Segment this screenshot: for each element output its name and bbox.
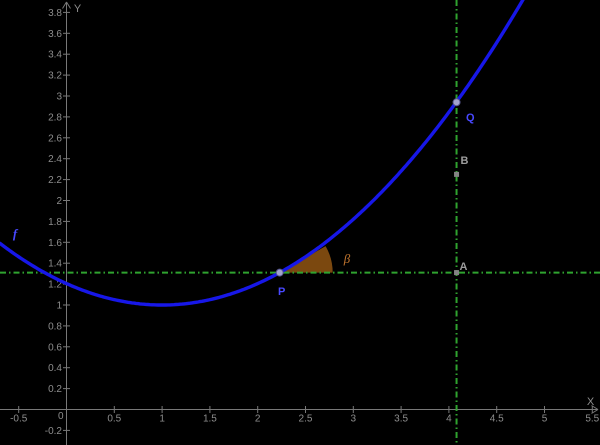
- x-tick-label: 4.5: [490, 414, 504, 425]
- x-tick-label: -0.5: [10, 414, 28, 425]
- point-label-P: P: [278, 286, 285, 298]
- y-tick-label: 0.4: [48, 363, 62, 374]
- point-label-Q: Q: [466, 112, 475, 124]
- y-tick-label: 1.4: [48, 259, 62, 270]
- x-tick-label: 1.5: [203, 414, 217, 425]
- point-label-A: A: [460, 261, 468, 273]
- point-B[interactable]: [454, 171, 460, 177]
- y-tick-label: 2.2: [48, 175, 62, 186]
- y-tick-label: 3.2: [48, 71, 62, 82]
- y-tick-label: 3.8: [48, 8, 62, 19]
- y-tick-label: 3: [56, 92, 62, 103]
- y-tick-label: 1.2: [48, 280, 62, 291]
- x-tick-label: 2: [255, 414, 261, 425]
- y-tick-label: 0.2: [48, 384, 62, 395]
- y-axis-label: Y: [74, 3, 82, 15]
- x-tick-label: 5.5: [585, 414, 599, 425]
- point-label-B: B: [461, 155, 469, 167]
- y-tick-label: 0.6: [48, 342, 62, 353]
- y-tick-label: 2.8: [48, 112, 62, 123]
- y-tick-label: 3.6: [48, 29, 62, 40]
- y-tick-label: 2: [56, 196, 62, 207]
- y-axis-arrow-icon: [62, 1, 71, 9]
- function-curve-f[interactable]: [0, 0, 526, 307]
- origin-label: 0: [58, 411, 64, 422]
- y-tick-label: 1.8: [48, 217, 62, 228]
- y-tick-label: 2.4: [48, 154, 62, 165]
- x-tick-label: 4: [446, 414, 452, 425]
- x-tick-label: 3: [351, 414, 357, 425]
- angle-label: β: [343, 251, 351, 266]
- x-tick-label: 5: [542, 414, 548, 425]
- y-tick-label: -0.2: [45, 426, 63, 437]
- x-tick-label: 1: [159, 414, 165, 425]
- y-tick-label: 3.4: [48, 50, 62, 61]
- y-tick-label: 2.6: [48, 133, 62, 144]
- point-Q[interactable]: [452, 98, 461, 107]
- point-P[interactable]: [275, 268, 284, 277]
- x-tick-label: 3.5: [394, 414, 408, 425]
- x-tick-label: 2.5: [299, 414, 313, 425]
- x-tick-label: 0.5: [107, 414, 121, 425]
- x-axis-label: X: [587, 396, 595, 408]
- point-A[interactable]: [454, 270, 460, 276]
- function-label: f: [13, 226, 19, 241]
- y-tick-label: 1: [56, 301, 62, 312]
- y-tick-label: 0.8: [48, 321, 62, 332]
- y-tick-label: 1.6: [48, 238, 62, 249]
